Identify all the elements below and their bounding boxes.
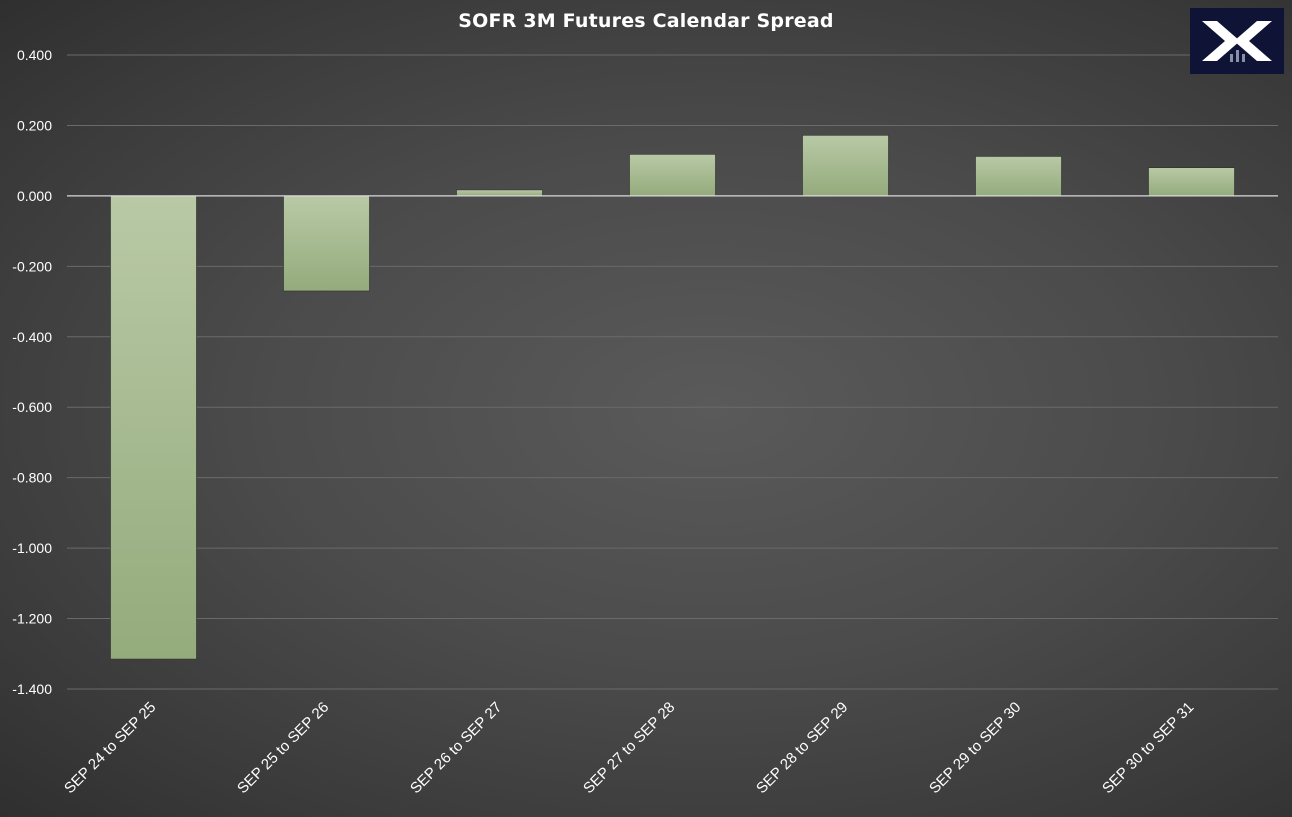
y-tick-label: -1.200 [12,611,52,627]
chart-title: SOFR 3M Futures Calendar Spread [458,10,834,32]
bars [110,135,1235,660]
x-tick-label: SEP 25 to SEP 26 [234,699,332,797]
y-tick-label: 0.400 [17,47,52,63]
x-tick-label: SEP 27 to SEP 28 [580,699,678,797]
gridlines [67,54,1278,690]
y-tick-label: -1.400 [12,681,52,697]
bar [629,154,716,197]
x-tick-label: SEP 28 to SEP 29 [753,699,851,797]
bar [456,189,543,197]
bar [802,135,889,197]
y-tick-label: 0.200 [17,117,52,133]
x-tick-label: SEP 24 to SEP 25 [61,699,159,797]
x-tick-label: SEP 30 to SEP 31 [1099,699,1197,797]
x-tick-label: SEP 26 to SEP 27 [407,699,505,797]
x-tick-label: SEP 29 to SEP 30 [926,699,1024,797]
y-tick-label: -0.800 [12,470,52,486]
y-axis-ticks: 0.400 0.200 0.000 -0.200 -0.400 -0.600 -0.800 -… [12,47,52,697]
y-tick-label: -1.000 [12,540,52,556]
bar [975,156,1062,197]
bar [1148,167,1235,197]
y-tick-label: -0.200 [12,258,52,274]
bar [283,195,370,292]
y-tick-label: -0.600 [12,399,52,415]
x-logo-icon [1190,8,1284,74]
y-tick-label: -0.400 [12,329,52,345]
x-axis-ticks: SEP 24 to SEP 25 SEP 25 to SEP 26 SEP 26 t… [61,699,1197,797]
bar [110,195,197,660]
y-tick-label: 0.000 [17,188,52,204]
